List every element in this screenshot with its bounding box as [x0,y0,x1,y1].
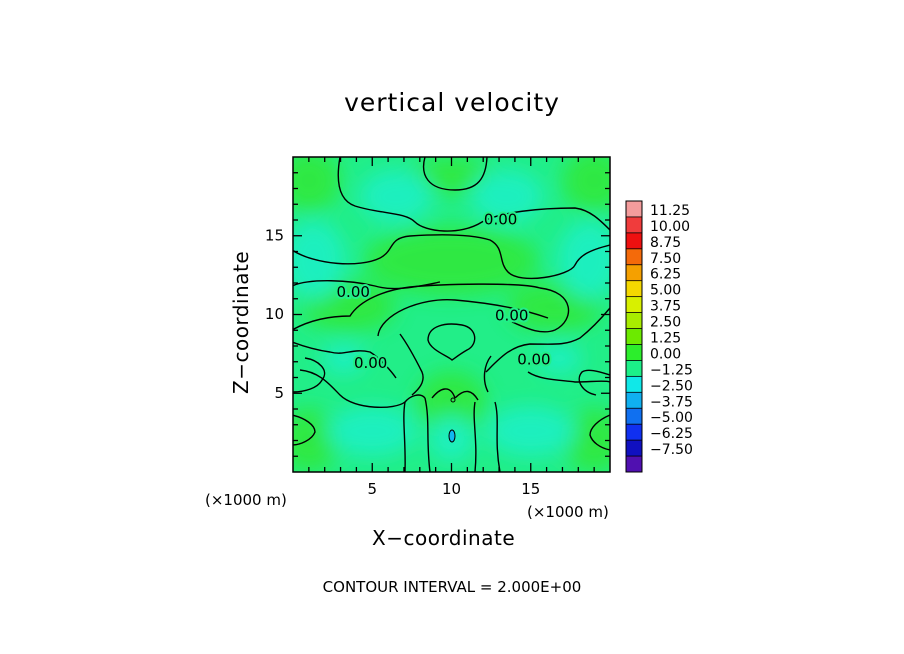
chart-title: vertical velocity [344,88,560,117]
negative-contour-core [448,429,456,443]
field-blobs [293,157,610,472]
contour-line-8 [485,307,610,373]
field-blob-12 [486,405,576,457]
colorbar-label-10: −1.25 [650,362,693,378]
colorbar-swatch-10 [626,360,642,377]
contour-line-2 [293,234,610,280]
contour-line-17 [403,401,406,472]
colorbar: 11.2510.008.757.506.255.003.752.501.250.… [625,200,693,473]
contour-line-10 [483,355,492,393]
contour-line-14 [527,371,610,383]
colorbar-swatch-9 [626,344,642,361]
contour-line-21 [431,388,456,399]
field-blob-10 [557,220,610,299]
contour-line-12 [578,369,610,396]
colorbar-label-13: −5.00 [650,410,693,426]
contour-label-2: 0.00 [495,307,528,325]
colorbar-swatch-15 [626,440,642,457]
field-blob-11 [327,405,417,457]
contour-line-0 [337,157,610,232]
field-blob-3 [293,409,341,472]
x-unit-label-left: (×1000 m) [205,491,287,509]
colorbar-swatch-13 [626,408,642,425]
x-tick-label-10: 10 [442,480,461,498]
field-blob-14 [359,169,433,224]
colorbar-swatch-2 [626,232,642,250]
field-blob-15 [470,169,544,224]
contour-line-7 [293,341,397,379]
colorbar-swatch-0 [626,201,642,218]
contour-label-1: 0.00 [337,283,370,301]
colorbar-label-7: 2.50 [650,315,681,331]
small-contour-loop [450,397,456,403]
colorbar-frame [625,200,643,473]
contour-line-6 [427,323,476,361]
colorbar-swatch-3 [626,248,642,266]
colorbar-label-3: 7.50 [650,251,681,267]
colorbar-swatch-5 [626,280,642,297]
contour-line-9 [399,333,424,396]
colorbar-label-5: 5.00 [650,283,681,299]
colorbar-swatch-14 [626,424,642,441]
contour-label-4: 0.00 [517,351,550,369]
colorbar-label-11: −2.50 [650,378,693,394]
colorbar-swatch-7 [626,312,642,329]
colorbar-label-0: 11.25 [650,203,690,219]
colorbar-label-15: −7.50 [650,442,693,458]
colorbar-swatch-11 [626,376,642,393]
y-tick-label-5: 5 [274,384,284,402]
contour-interval-note: CONTOUR INTERVAL = 2.000E+00 [322,578,582,596]
field-blob-17 [537,342,582,375]
colorbar-swatch-1 [626,216,642,234]
contour-line-18 [424,397,431,472]
field-blob-5 [293,157,341,213]
field-blob-7 [416,371,487,435]
colorbar-label-6: 3.75 [650,299,681,315]
contour-line-19 [473,401,477,472]
y-tick-label-10: 10 [265,305,284,323]
x-tick-label-5: 5 [367,480,377,498]
colorbar-swatch-16 [626,456,642,473]
contour-line-11 [293,357,326,393]
colorbar-label-9: 0.00 [650,346,681,362]
colorbar-label-1: 10.00 [650,219,690,235]
contour-line-4 [293,283,570,333]
tick-marks [293,157,610,472]
colorbar-swatch-6 [626,296,642,313]
contour-line-5 [377,298,549,337]
colorbar-swatch-4 [626,264,642,282]
field-blob-6 [562,157,610,213]
x-unit-label-right: (×1000 m) [527,503,609,521]
contour-line-20 [494,401,501,472]
y-tick-label-15: 15 [265,226,284,244]
contour-label-3: 0.00 [354,354,387,372]
contour-lines [293,157,610,472]
colorbar-label-14: −6.25 [650,426,693,442]
contour-line-22 [454,390,479,401]
field-blob-4 [562,409,610,472]
field-blob-9 [293,220,346,299]
colorbar-swatch-12 [626,392,642,409]
x-axis-label: X−coordinate [372,526,516,550]
colorbar-label-4: 6.25 [650,267,681,283]
velocity-field [293,157,610,472]
contour-label-0: 0.00 [484,211,517,229]
contour-line-1 [423,157,488,191]
colorbar-swatch-8 [626,328,642,345]
contour-line-16 [589,414,610,451]
colorbar-label-2: 8.75 [650,235,681,251]
colorbar-label-12: −3.75 [650,394,693,410]
colorbar-label-8: 1.25 [650,331,681,347]
x-tick-label-15: 15 [521,480,540,498]
contour-line-13 [299,369,426,409]
y-axis-label: Z−coordinate [229,250,253,394]
contour-line-15 [293,414,316,446]
